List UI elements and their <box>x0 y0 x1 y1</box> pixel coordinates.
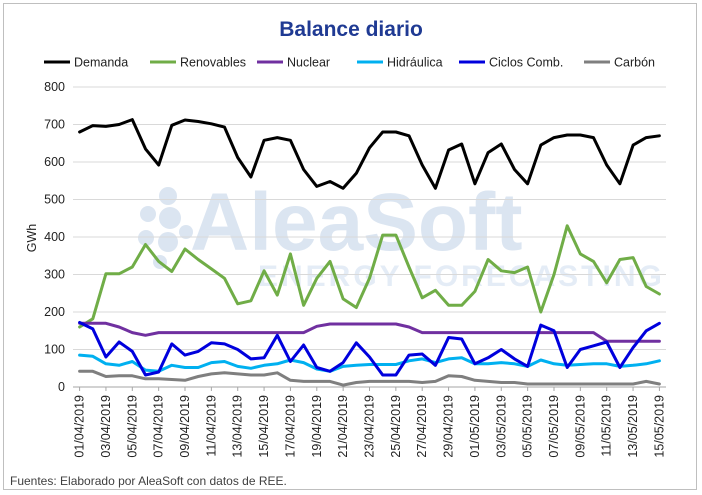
legend-label: Carbón <box>614 56 655 70</box>
x-tick-label: 13/05/2019 <box>626 395 640 458</box>
x-tick-label: 25/04/2019 <box>389 395 403 458</box>
y-tick-label: 400 <box>44 230 65 244</box>
grid <box>73 86 666 388</box>
chart-frame <box>3 3 697 490</box>
x-tick-label: 15/04/2019 <box>257 395 271 458</box>
x-tick-label: 09/05/2019 <box>573 395 587 458</box>
series-line-0 <box>78 118 661 190</box>
x-tick-label: 07/04/2019 <box>152 395 166 458</box>
legend: Demanda Renovables Nuclear Hidráulica Ciclos… <box>44 56 655 70</box>
y-axis-label: GWh <box>25 224 39 253</box>
legend-label: Ciclos Comb. <box>489 56 563 70</box>
legend-label: Nuclear <box>287 56 330 70</box>
x-tick-label: 05/04/2019 <box>125 395 139 458</box>
legend-label: Hidráulica <box>387 56 443 70</box>
watermark: AleaSoft ENERGY FORECASTING <box>138 177 662 293</box>
x-tick-label: 17/04/2019 <box>283 395 297 458</box>
y-tick-label: 500 <box>44 193 65 207</box>
x-tick-label: 03/04/2019 <box>99 395 113 458</box>
series-line-4 <box>78 321 661 377</box>
x-tick-label: 05/05/2019 <box>521 395 535 458</box>
x-tick-label: 01/04/2019 <box>73 395 87 458</box>
watermark-dot <box>158 232 178 252</box>
y-tick-label: 200 <box>44 305 65 319</box>
series-line-1 <box>78 224 661 329</box>
x-axis: 01/04/2019 03/04/2019 05/04/2019 07/04/2019… <box>73 387 666 458</box>
x-tick-label: 29/04/2019 <box>442 395 456 458</box>
x-tick-label: 19/04/2019 <box>310 395 324 458</box>
plot-area <box>78 118 661 387</box>
y-tick-label: 700 <box>44 118 65 132</box>
chart-title: Balance diario <box>279 18 423 41</box>
x-tick-label: 11/05/2019 <box>600 395 614 457</box>
y-tick-label: 800 <box>44 80 65 94</box>
watermark-dot <box>140 206 156 222</box>
watermark-dot <box>159 207 181 229</box>
x-tick-label: 13/04/2019 <box>231 395 245 458</box>
y-tick-label: 0 <box>58 380 65 394</box>
watermark-dot <box>138 230 154 246</box>
y-tick-label: 300 <box>44 268 65 282</box>
x-tick-label: 11/04/2019 <box>204 395 218 457</box>
y-axis: 0 100 200 300 400 500 600 700 800 <box>44 80 65 394</box>
series-line-3 <box>78 353 661 373</box>
legend-label: Renovables <box>180 56 246 70</box>
watermark-main-text: AleaSoft <box>190 177 523 268</box>
x-tick-label: 07/05/2019 <box>547 395 561 458</box>
x-tick-label: 03/05/2019 <box>494 395 508 458</box>
series-line-5 <box>78 369 661 387</box>
x-tick-label: 23/04/2019 <box>363 395 377 458</box>
x-tick-label: 09/04/2019 <box>178 395 192 458</box>
x-tick-label: 15/05/2019 <box>652 395 666 458</box>
legend-label: Demanda <box>74 56 128 70</box>
x-tick-label: 27/04/2019 <box>415 395 429 458</box>
source-footnote: Fuentes: Elaborado por AleaSoft con dato… <box>10 474 287 488</box>
watermark-dot <box>159 187 177 205</box>
x-tick-label: 21/04/2019 <box>336 395 350 458</box>
series-line-2 <box>78 321 661 343</box>
watermark-dot <box>179 225 193 239</box>
y-tick-label: 600 <box>44 155 65 169</box>
x-tick-label: 01/05/2019 <box>468 395 482 458</box>
y-tick-label: 100 <box>44 343 65 357</box>
